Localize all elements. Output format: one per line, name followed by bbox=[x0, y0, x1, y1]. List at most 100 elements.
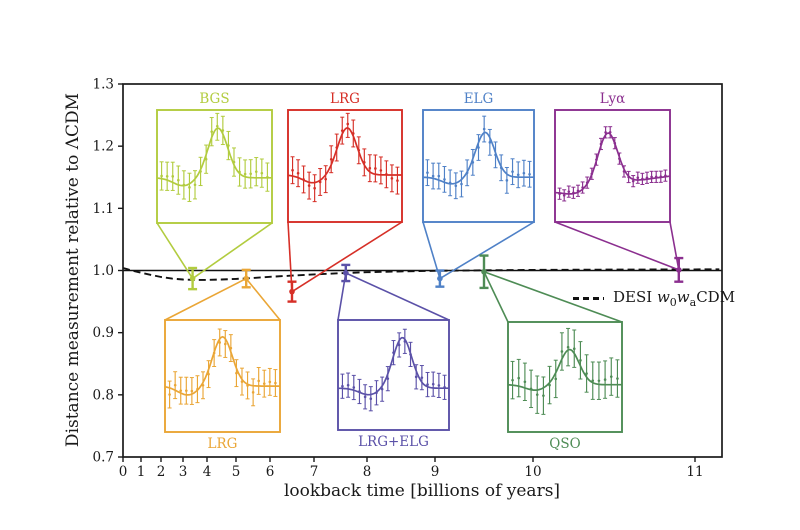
x-tick-label: 6 bbox=[266, 464, 275, 480]
inset-qso-label: QSO bbox=[549, 436, 580, 452]
x-tick-label: 7 bbox=[310, 464, 319, 480]
inset-lrg-data-point bbox=[168, 393, 171, 396]
inset-lrg-data-point bbox=[251, 391, 255, 394]
inset-lrg-data-point bbox=[324, 177, 327, 181]
inset-lrg-box bbox=[164, 319, 281, 433]
inset-lrg-data-point bbox=[235, 371, 238, 375]
inset-lrg-data-point bbox=[223, 342, 227, 346]
y-tick-label: 1.1 bbox=[93, 201, 114, 217]
inset-elg-data-point bbox=[505, 179, 509, 182]
inset-lrg-elg-data-point bbox=[346, 383, 350, 387]
inset-lrg-data-point bbox=[173, 383, 177, 387]
inset-lrg-label: LRG bbox=[330, 91, 360, 107]
y-axis-title: Distance measurement relative to ΛCDM bbox=[63, 92, 83, 448]
inset-bgs-data-point bbox=[254, 170, 258, 173]
inset-lrg-elg-box bbox=[337, 319, 450, 431]
inset-bgs-label: BGS bbox=[199, 91, 229, 107]
inset-qso-data-point bbox=[597, 379, 601, 383]
y-tick-label: 1.2 bbox=[93, 139, 114, 155]
legend-dashed-line-sample bbox=[573, 297, 604, 300]
inset-ly--data-point bbox=[567, 190, 571, 193]
inset-lrg-elg-data-point bbox=[397, 343, 401, 347]
zoom-connector bbox=[483, 271, 509, 323]
inset-elg-label: ELG bbox=[464, 91, 494, 107]
zoom-connector bbox=[291, 221, 403, 293]
inset-lrg-data-point bbox=[257, 379, 260, 383]
y-tick-label: 0.7 bbox=[93, 450, 114, 466]
inset-elg-data-point bbox=[454, 184, 458, 188]
inset-elg-data-point bbox=[431, 174, 435, 178]
y-tick-label: 0.8 bbox=[93, 387, 114, 403]
zoom-connector bbox=[439, 221, 535, 280]
inset-lrg-data-point bbox=[291, 168, 294, 172]
inset-lrg-data-point bbox=[190, 389, 194, 393]
inset-lrg-elg-data-point bbox=[369, 397, 373, 401]
inset-ly--curve bbox=[555, 132, 671, 195]
inset-qso-data-point bbox=[579, 359, 582, 362]
zoom-connector bbox=[483, 270, 623, 323]
zoom-connector bbox=[164, 277, 247, 321]
y-tick-label: 0.9 bbox=[93, 325, 114, 341]
x-tick-label: 4 bbox=[203, 464, 212, 480]
tracer-point-lrg bbox=[243, 275, 249, 282]
inset-qso-data-point bbox=[542, 394, 545, 397]
inset-elg-data-point bbox=[522, 171, 526, 175]
inset-lrg-elg-data-point bbox=[363, 395, 367, 399]
inset-lrg-elg-data-point bbox=[341, 384, 344, 388]
tracer-point-elg bbox=[437, 275, 443, 282]
inset-bgs-data-point bbox=[177, 178, 180, 182]
inset-qso-data-point bbox=[560, 350, 564, 353]
inset-elg-data-point bbox=[437, 174, 441, 178]
inset-qso-data-point bbox=[566, 345, 570, 349]
zoom-connector bbox=[669, 221, 680, 271]
x-tick-label: 3 bbox=[179, 464, 188, 480]
x-tick-label: 0 bbox=[119, 464, 128, 480]
inset-bgs-data-point bbox=[171, 175, 175, 178]
x-tick-label: 2 bbox=[157, 464, 166, 480]
inset-elg-data-point bbox=[477, 146, 480, 149]
inset-lrg-label: LRG bbox=[208, 436, 238, 452]
inset-qso-data-point bbox=[585, 372, 588, 375]
inset-lrg-elg-data-point bbox=[352, 386, 356, 389]
inset-bgs-data-point bbox=[188, 186, 191, 189]
model-curve-desi-w0wacdm bbox=[122, 267, 720, 281]
inset-elg-box bbox=[422, 109, 535, 223]
inset-lrg-elg-curve bbox=[338, 336, 449, 396]
inset-ly--box bbox=[554, 109, 671, 223]
inset-elg-data-point bbox=[511, 170, 514, 173]
inset-elg-data-point bbox=[443, 178, 446, 181]
inset-lrg-data-point bbox=[218, 341, 222, 344]
inset-lrg-elg-data-point bbox=[431, 382, 435, 386]
inset-qso-data-point bbox=[603, 378, 607, 381]
inset-lrg-curve bbox=[287, 127, 402, 184]
inset-ly--data-point bbox=[636, 176, 640, 180]
y-tick-label: 1.3 bbox=[93, 77, 114, 93]
x-tick-label: 1 bbox=[137, 464, 146, 480]
inset-lrg-elg-data-point bbox=[380, 387, 384, 391]
inset-bgs-box bbox=[156, 109, 273, 224]
inset-bgs-data-point bbox=[243, 172, 247, 176]
inset-elg-curve bbox=[422, 131, 534, 185]
inset-lrg-data-point bbox=[368, 166, 372, 170]
zoom-connector bbox=[287, 221, 293, 292]
inset-lrg-data-point bbox=[262, 382, 266, 385]
inset-bgs-data-point bbox=[160, 174, 163, 178]
tracer-point-ly- bbox=[676, 267, 682, 273]
inset-bgs-data-point bbox=[260, 171, 264, 175]
inset-bgs-data-point bbox=[210, 130, 214, 133]
inset-lrg-data-point bbox=[307, 184, 311, 187]
inset-qso-data-point bbox=[517, 376, 521, 380]
inset-ly--label: Lyα bbox=[600, 91, 625, 107]
inset-qso-curve bbox=[508, 348, 622, 391]
inset-lrg-curve bbox=[164, 335, 280, 396]
x-tick-label: 10 bbox=[524, 464, 541, 480]
inset-lrg-elg-data-point bbox=[420, 376, 424, 379]
y-tick-label: 1.0 bbox=[93, 263, 114, 279]
inset-ly--data-point bbox=[650, 175, 653, 179]
inset-lrg-elg-data-point bbox=[437, 384, 441, 387]
inset-qso-data-point bbox=[535, 393, 539, 396]
inset-qso-data-point bbox=[616, 377, 619, 380]
inset-bgs-data-point bbox=[165, 174, 169, 178]
